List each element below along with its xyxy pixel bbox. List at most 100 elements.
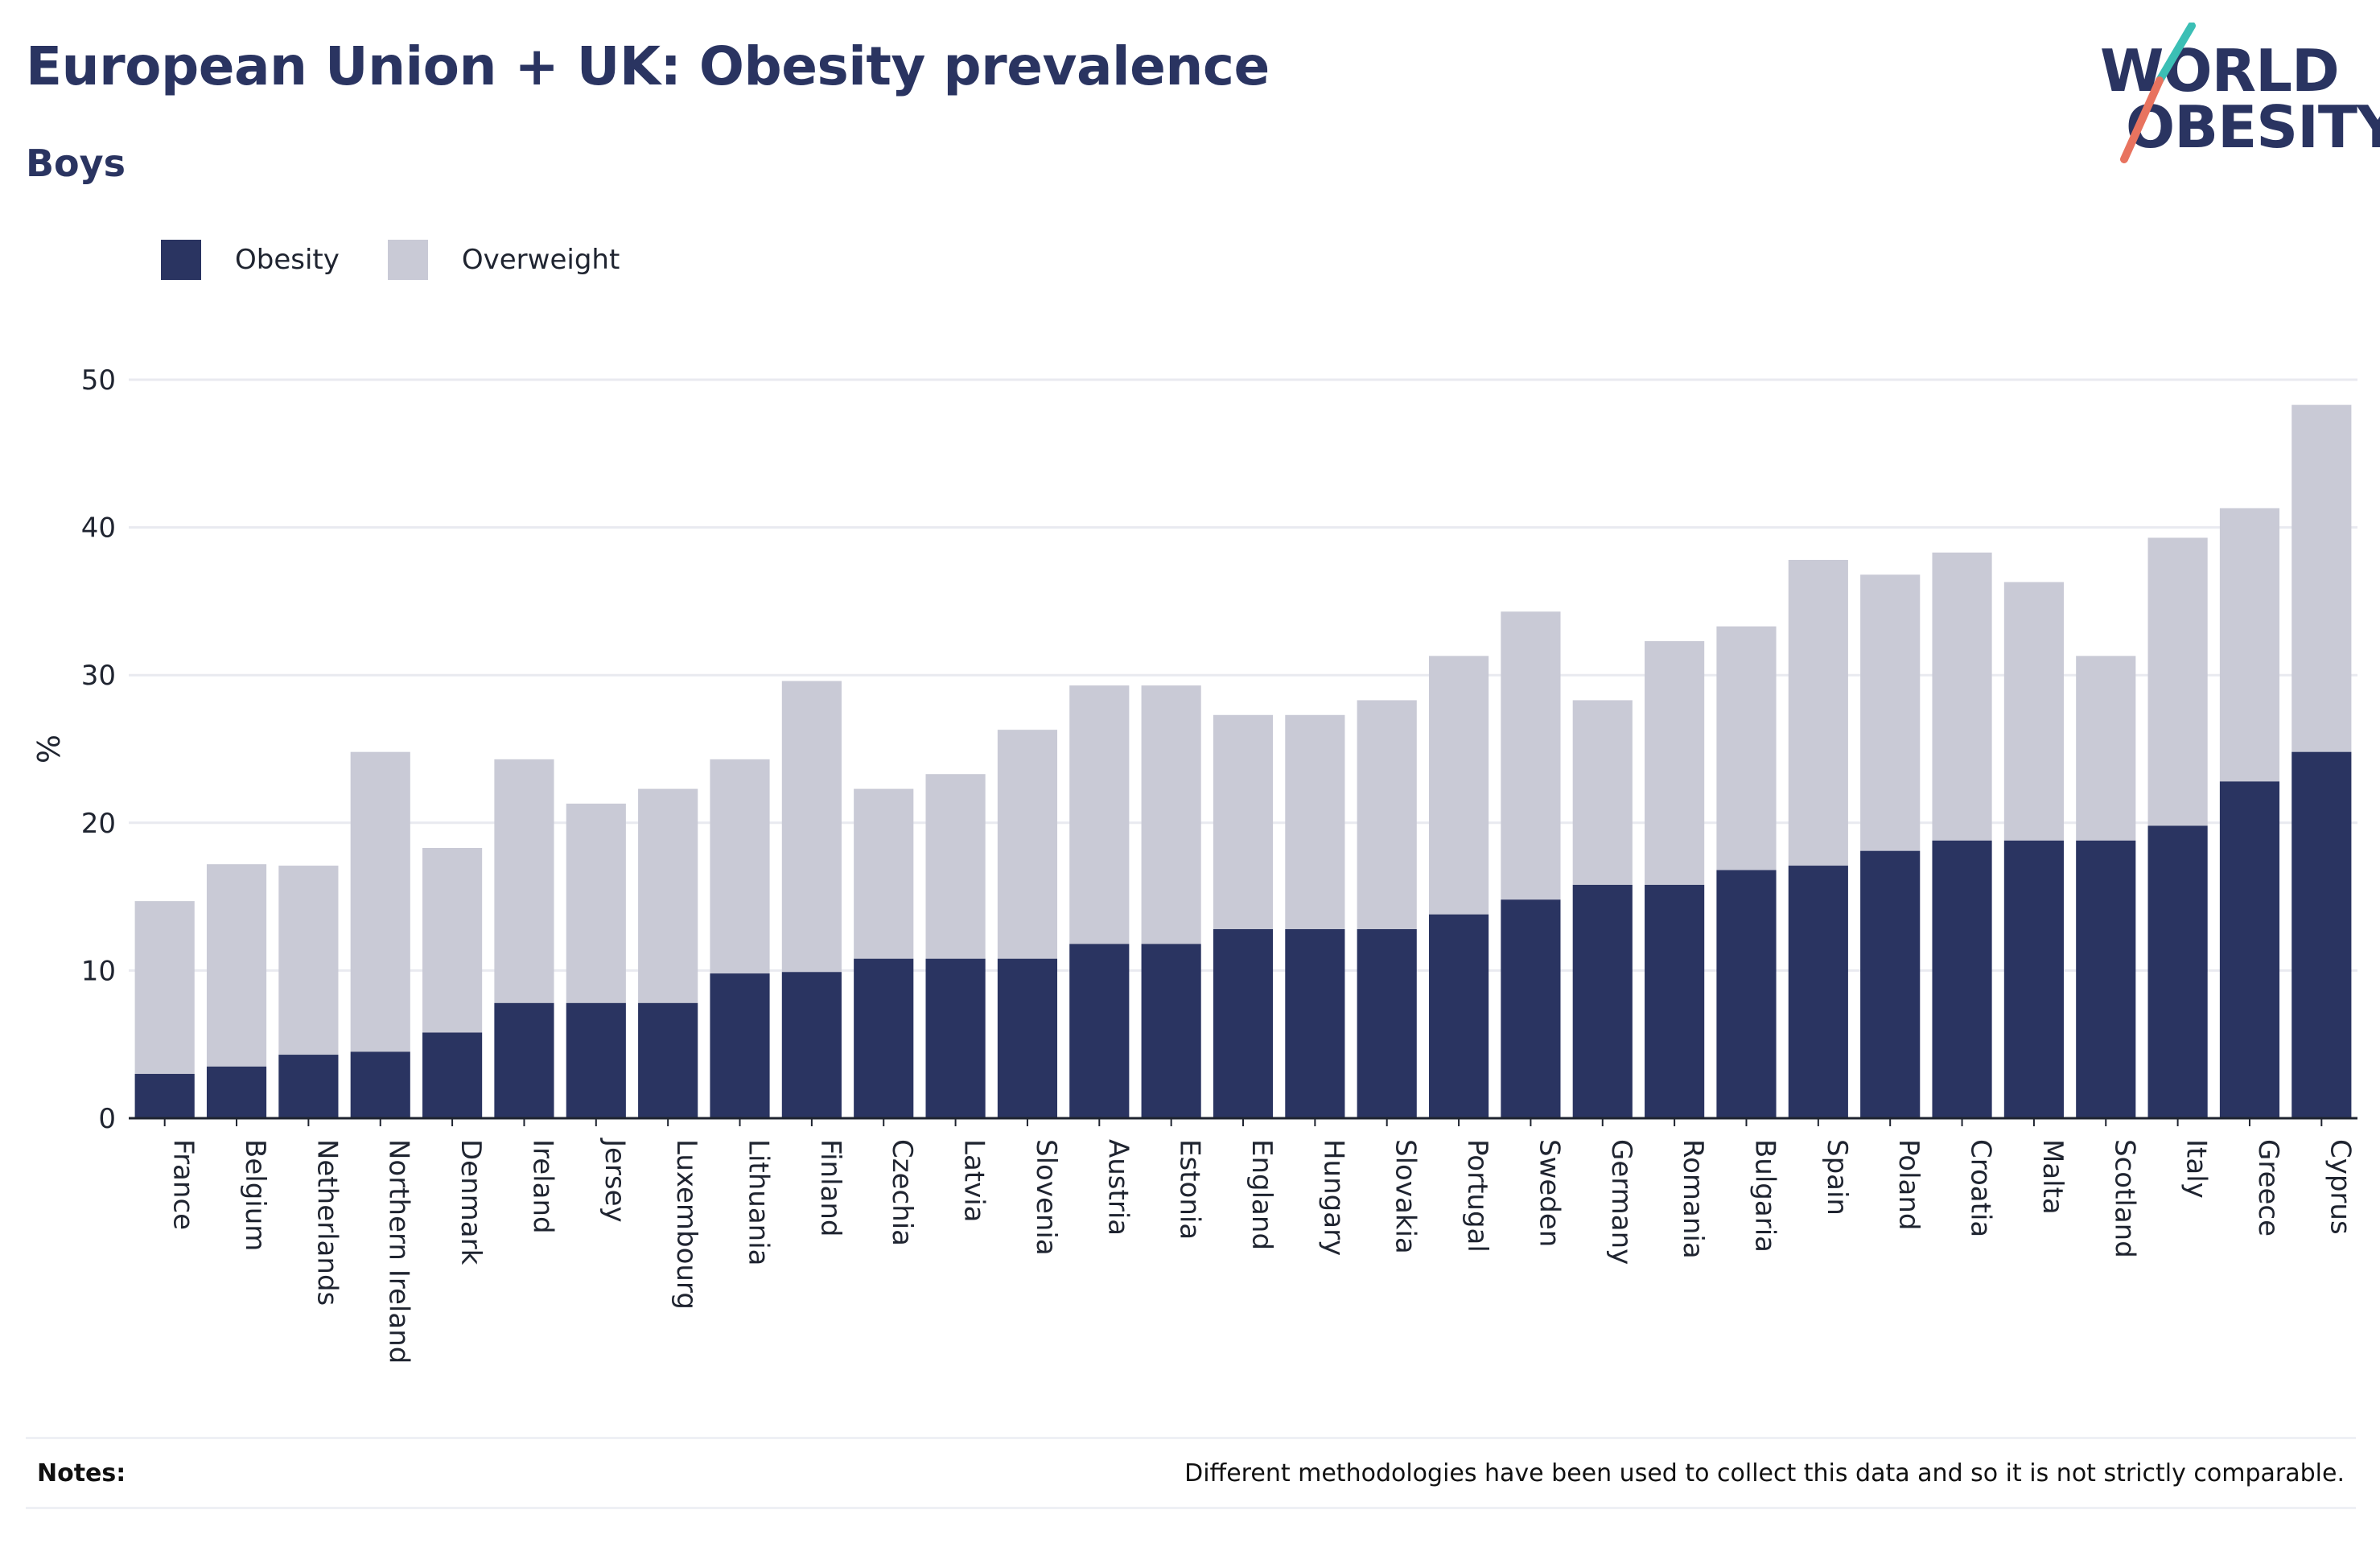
bar-obesity-italy bbox=[2147, 825, 2208, 1118]
bar-overweight-estonia bbox=[1141, 685, 1201, 944]
y-tick-label: 10 bbox=[81, 955, 116, 987]
legend-item-obesity[interactable]: Obesity bbox=[161, 240, 340, 280]
bar-obesity-cyprus bbox=[2291, 751, 2352, 1118]
bar-obesity-northern-ireland bbox=[350, 1051, 410, 1118]
bar-overweight-jersey bbox=[566, 803, 626, 1003]
bar-overweight-malta bbox=[2003, 582, 2064, 841]
y-axis-label: % bbox=[31, 734, 67, 763]
bar-overweight-latvia bbox=[925, 774, 986, 959]
bar-obesity-slovakia bbox=[1357, 928, 1417, 1118]
x-tick-label: Austria bbox=[1101, 1139, 1134, 1236]
x-tick-label: Luxembourg bbox=[670, 1139, 702, 1310]
bar-obesity-jersey bbox=[566, 1002, 626, 1118]
stacked-bar-chart: 0 10 20 30 40 50% France Belgium Netherlands Nort… bbox=[31, 364, 2357, 1364]
x-tick-label: Hungary bbox=[1317, 1139, 1349, 1256]
notes-label: Notes: bbox=[37, 1459, 126, 1487]
bar-obesity-luxembourg bbox=[638, 1002, 698, 1118]
x-tick-label: Malta bbox=[2036, 1139, 2069, 1215]
x-tick-label: Spain bbox=[1821, 1139, 1853, 1216]
x-tick-label: Netherlands bbox=[311, 1139, 343, 1306]
x-tick-label: Ireland bbox=[526, 1139, 558, 1234]
x-tick-label: Poland bbox=[1892, 1139, 1925, 1231]
bar-obesity-lithuania bbox=[710, 973, 770, 1118]
x-tick-label: Portugal bbox=[1461, 1139, 1493, 1253]
bar-overweight-belgium bbox=[206, 864, 267, 1067]
x-tick-label: Lithuania bbox=[743, 1139, 775, 1265]
logo-line-1: WORLD bbox=[2100, 37, 2340, 105]
logo-slash-icon bbox=[2120, 23, 2196, 163]
x-tick-label: Northern Ireland bbox=[383, 1139, 415, 1364]
bar-overweight-france bbox=[134, 901, 195, 1074]
bar-overweight-greece bbox=[2219, 508, 2280, 782]
y-tick-label: 0 bbox=[98, 1103, 116, 1135]
legend-label-overweight: Overweight bbox=[461, 244, 620, 276]
x-tick-label: Cyprus bbox=[2324, 1139, 2356, 1235]
bar-overweight-finland bbox=[781, 681, 842, 973]
x-tick-label: Latvia bbox=[958, 1139, 990, 1223]
bar-overweight-slovakia bbox=[1357, 700, 1417, 929]
bar-obesity-greece bbox=[2219, 781, 2280, 1118]
bar-overweight-luxembourg bbox=[638, 788, 698, 1003]
x-tick-label: Sweden bbox=[1533, 1139, 1565, 1247]
x-tick-label: Italy bbox=[2180, 1139, 2213, 1199]
bar-overweight-northern-ireland bbox=[350, 751, 410, 1052]
bar-obesity-croatia bbox=[1932, 840, 1992, 1118]
bar-obesity-poland bbox=[1860, 850, 1921, 1118]
x-tick-label: England bbox=[1246, 1139, 1278, 1250]
chart-title: European Union + UK: Obesity prevalence bbox=[26, 35, 1270, 97]
bar-obesity-france bbox=[134, 1073, 195, 1118]
bar-obesity-slovenia bbox=[997, 958, 1058, 1118]
bar-obesity-england bbox=[1213, 928, 1274, 1118]
x-tick-label: Scotland bbox=[2108, 1139, 2140, 1258]
bar-overweight-bulgaria bbox=[1716, 626, 1777, 870]
bar-overweight-austria bbox=[1069, 685, 1130, 944]
logo-line-2: OBESITY bbox=[2126, 93, 2380, 161]
bar-overweight-poland bbox=[1860, 574, 1921, 851]
bar-overweight-lithuania bbox=[710, 759, 770, 974]
bar-overweight-croatia bbox=[1932, 552, 1992, 841]
legend-item-overweight[interactable]: Overweight bbox=[387, 240, 620, 280]
bar-obesity-denmark bbox=[422, 1032, 483, 1118]
legend-label-obesity: Obesity bbox=[235, 244, 340, 276]
legend-swatch-obesity bbox=[161, 240, 201, 280]
bar-obesity-czechia bbox=[854, 958, 914, 1118]
world-obesity-logo: WORLD OBESITY bbox=[2092, 23, 2380, 175]
bar-overweight-slovenia bbox=[997, 730, 1058, 959]
y-tick-label: 50 bbox=[81, 364, 116, 397]
bar-overweight-scotland bbox=[2076, 656, 2136, 841]
bar-obesity-bulgaria bbox=[1716, 870, 1777, 1118]
x-tick-label: Jersey bbox=[599, 1138, 631, 1223]
notes-bar: Notes: Different methodologies have been… bbox=[26, 1437, 2356, 1509]
x-tick-label: Bulgaria bbox=[1748, 1139, 1781, 1253]
bar-overweight-sweden bbox=[1501, 611, 1561, 900]
x-tick-label: Slovenia bbox=[1030, 1139, 1062, 1256]
bar-overweight-italy bbox=[2147, 537, 2208, 826]
bar-obesity-finland bbox=[781, 972, 842, 1118]
bar-obesity-netherlands bbox=[278, 1055, 339, 1118]
x-tick-label: Romania bbox=[1677, 1139, 1709, 1259]
chart-legend: Obesity Overweight bbox=[161, 240, 668, 280]
x-tick-label: France bbox=[167, 1139, 200, 1230]
bar-overweight-portugal bbox=[1428, 656, 1489, 915]
legend-swatch-overweight bbox=[387, 240, 428, 280]
x-tick-label: Czechia bbox=[886, 1139, 918, 1246]
bar-overweight-spain bbox=[1788, 559, 1848, 866]
x-tick-label: Germany bbox=[1605, 1139, 1637, 1265]
x-tick-label: Denmark bbox=[455, 1139, 487, 1265]
bar-obesity-portugal bbox=[1428, 914, 1489, 1118]
x-tick-label: Croatia bbox=[1965, 1139, 1997, 1237]
bar-obesity-malta bbox=[2003, 840, 2064, 1118]
bar-obesity-estonia bbox=[1141, 944, 1201, 1118]
bar-overweight-england bbox=[1213, 714, 1274, 929]
bar-obesity-romania bbox=[1645, 884, 1705, 1118]
x-tick-label: Slovakia bbox=[1390, 1139, 1422, 1254]
bar-overweight-denmark bbox=[422, 848, 483, 1033]
bar-obesity-ireland bbox=[494, 1002, 554, 1118]
bar-overweight-netherlands bbox=[278, 866, 339, 1055]
bar-obesity-spain bbox=[1788, 866, 1848, 1118]
y-tick-label: 20 bbox=[81, 808, 116, 840]
bar-obesity-germany bbox=[1572, 884, 1633, 1118]
bar-overweight-cyprus bbox=[2291, 405, 2352, 752]
bar-obesity-sweden bbox=[1501, 899, 1561, 1118]
bar-overweight-hungary bbox=[1285, 714, 1345, 929]
